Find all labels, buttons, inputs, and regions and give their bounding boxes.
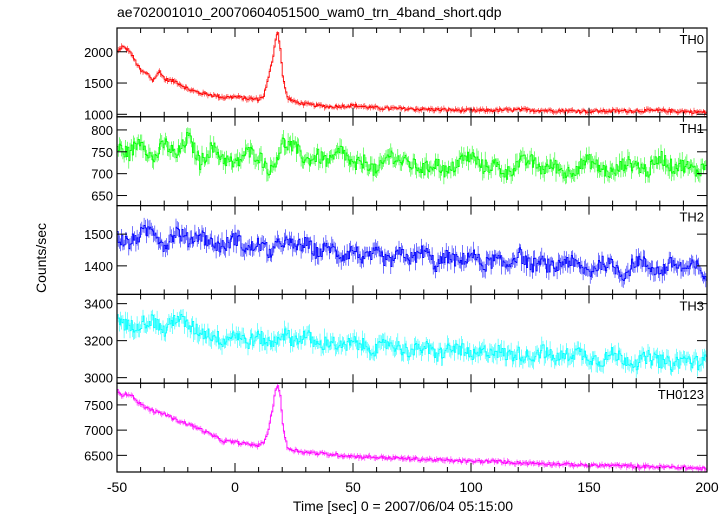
panel-th3-label: TH3	[679, 298, 704, 313]
x-tick-label: 100	[459, 479, 483, 495]
panel-th0123-y-tick-label: 6500	[84, 448, 113, 463]
panel-th0123-y-tick-label: 7500	[84, 398, 113, 413]
x-tick-label: 0	[231, 479, 239, 495]
panel-th3-y-tick-label: 3400	[84, 297, 113, 312]
x-tick-label: 150	[577, 479, 601, 495]
panel-th0-label: TH0	[679, 32, 704, 47]
panel-th0-frame	[116, 27, 708, 118]
panel-th3-y-tick-label: 3200	[84, 334, 113, 349]
series-th2-line	[117, 225, 708, 282]
panel-th0123-frame	[116, 382, 708, 473]
panel-th3-y-tick-label: 3000	[84, 371, 113, 386]
panel-th2-frame	[116, 205, 708, 296]
series-th0123-line	[117, 385, 708, 471]
panel-th1-label: TH1	[679, 121, 704, 136]
panel-th2-y-tick-label: 1400	[84, 259, 113, 274]
series-th0-line	[117, 32, 708, 114]
x-axis-label: Time [sec] 0 = 2007/06/04 05:15:00	[293, 498, 513, 514]
x-tick-label: 200	[695, 479, 719, 495]
panel-th1-y-tick-label: 700	[91, 167, 113, 182]
series-th0123-error-bars	[116, 383, 708, 472]
panel-th1-y-tick-label: 750	[91, 145, 113, 160]
series-th3-line	[117, 313, 708, 372]
series-th1-error-bars	[116, 127, 708, 185]
panel-th0123-label: TH0123	[658, 387, 704, 402]
y-axis-label: Counts/sec	[33, 223, 49, 293]
series-th0-error-bars	[116, 31, 708, 117]
chart-title: ae702001010_20070604051500_wam0_trn_4ban…	[117, 4, 502, 20]
panel-th2-label: TH2	[679, 210, 704, 225]
panel-th0123-y-tick-label: 7000	[84, 423, 113, 438]
panel-th1-y-tick-label: 800	[91, 123, 113, 138]
panel-th0-y-tick-label: 2000	[84, 45, 113, 60]
series-th1-line	[117, 131, 708, 180]
panel-th1-y-tick-label: 650	[91, 189, 113, 204]
panel-th2-y-tick-label: 1500	[84, 227, 113, 242]
series-th3-error-bars	[116, 308, 708, 378]
x-tick-label: -50	[107, 479, 127, 495]
panel-th0-y-tick-label: 1000	[84, 107, 113, 122]
panel-th0-y-tick-label: 1500	[84, 76, 113, 91]
x-tick-label: 50	[345, 479, 361, 495]
